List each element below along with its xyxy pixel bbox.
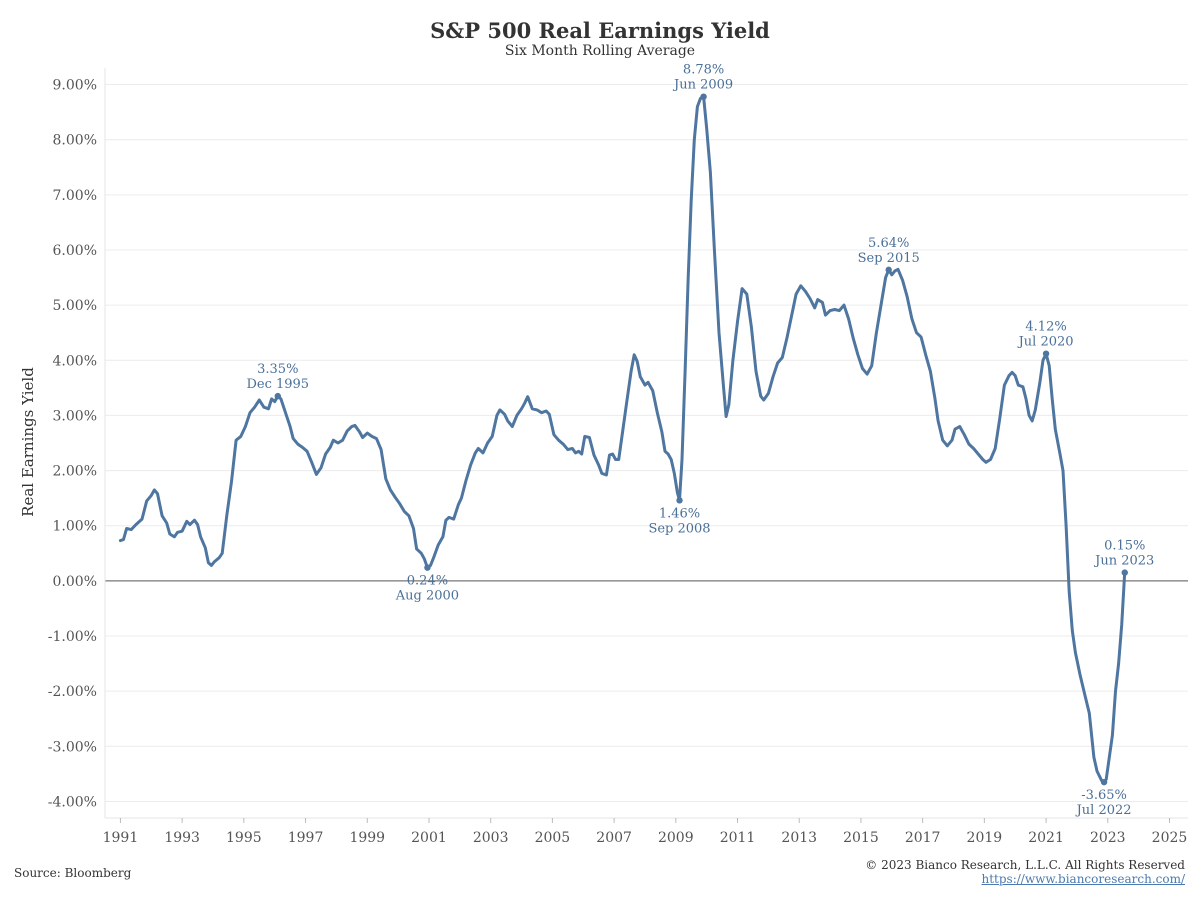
x-tick-label: 2021 xyxy=(1028,830,1064,846)
x-tick-label: 1993 xyxy=(164,830,200,846)
chart-title: S&P 500 Real Earnings Yield xyxy=(430,18,770,43)
annotation-value: 4.12% xyxy=(1025,320,1066,335)
x-tick-label: 2007 xyxy=(596,830,632,846)
y-tick-label: -1.00% xyxy=(48,629,97,645)
y-tick-label: -3.00% xyxy=(48,739,97,755)
annotation-point xyxy=(1100,778,1108,786)
series-line xyxy=(118,95,1127,784)
x-tick-label: 2019 xyxy=(967,830,1003,846)
series-line-group xyxy=(118,95,1127,784)
y-tick-label: 3.00% xyxy=(53,408,97,424)
annotation-date: Jun 2009 xyxy=(672,78,733,93)
x-tick-label: 2023 xyxy=(1090,830,1126,846)
y-tick-label: 8.00% xyxy=(53,133,97,149)
y-tick-label: 4.00% xyxy=(53,353,97,369)
x-tick-labels: 1991 1993 1995 1997 1999 2001 2003 2005 2007 2009… xyxy=(103,818,1188,846)
y-tick-label: 7.00% xyxy=(53,188,97,204)
y-tick-label: 5.00% xyxy=(53,298,97,314)
annotation-date: Jul 2022 xyxy=(1075,803,1132,818)
annotations-group: 3.35%Dec 1995 0.24%Aug 2000 1.46%Sep 2008 8… xyxy=(246,63,1154,818)
annotation-date: Dec 1995 xyxy=(246,377,309,392)
x-tick-label: 2025 xyxy=(1152,830,1188,846)
y-tick-label: 2.00% xyxy=(53,464,97,480)
annotation-value: 5.64% xyxy=(868,236,909,251)
x-tick-label: 2013 xyxy=(781,830,817,846)
x-tick-label: 2015 xyxy=(843,830,879,846)
x-tick-label: 1997 xyxy=(288,830,324,846)
annotation-point xyxy=(1042,350,1050,357)
annotation-point xyxy=(1121,569,1128,576)
grid-lines xyxy=(104,68,1188,819)
x-tick-label: 1991 xyxy=(103,830,139,846)
annotation-date: Aug 2000 xyxy=(395,589,459,604)
x-tick-label: 2009 xyxy=(658,830,694,846)
annotation-value: -3.65% xyxy=(1081,788,1127,803)
x-tick-label: 2001 xyxy=(411,830,447,846)
annotation-value: 0.15% xyxy=(1104,539,1145,554)
annotation-value: 1.46% xyxy=(659,506,700,521)
annotation-date: Sep 2015 xyxy=(858,251,920,266)
annotation-date: Jun 2023 xyxy=(1093,554,1154,569)
website-link[interactable]: https://www.biancoresearch.com/ xyxy=(981,872,1185,886)
annotation-point xyxy=(700,93,707,100)
x-tick-label: 2003 xyxy=(473,830,509,846)
y-tick-label: -4.00% xyxy=(48,794,97,810)
x-tick-label: 1995 xyxy=(226,830,262,846)
chart-subtitle: Six Month Rolling Average xyxy=(504,43,696,59)
annotation-date: Sep 2008 xyxy=(648,521,710,536)
x-tick-label: 2011 xyxy=(720,830,756,846)
y-tick-label: 1.00% xyxy=(53,519,97,535)
annotation-date: Jul 2020 xyxy=(1017,335,1074,350)
annotation-point xyxy=(424,564,431,571)
y-tick-label: 0.00% xyxy=(53,574,97,590)
x-tick-label: 1999 xyxy=(349,830,385,846)
annotation-value: 3.35% xyxy=(257,362,298,377)
annotation-point xyxy=(885,266,892,274)
y-tick-label: -2.00% xyxy=(48,684,97,700)
y-tick-label: 9.00% xyxy=(53,78,97,94)
x-tick-label: 2005 xyxy=(535,830,571,846)
source-note: Source: Bloomberg xyxy=(14,866,132,880)
copyright-note: © 2023 Bianco Research, L.L.C. All Right… xyxy=(865,858,1185,872)
annotation-value: 8.78% xyxy=(683,63,724,78)
y-tick-labels: -4.00% -3.00% -2.00% -1.00% 0.00% 1.00% 2.00% 3… xyxy=(48,78,97,811)
y-tick-label: 6.00% xyxy=(53,243,97,259)
annotation-point xyxy=(274,392,281,400)
annotation-value: 0.24% xyxy=(407,574,448,589)
annotation-point xyxy=(676,497,683,504)
x-tick-label: 2017 xyxy=(905,830,941,846)
